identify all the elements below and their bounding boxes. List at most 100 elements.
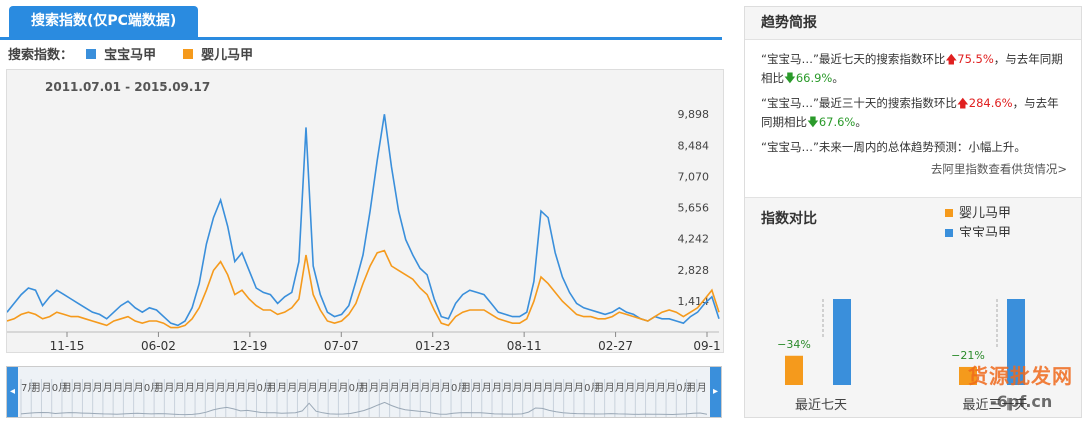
compare-bar-yinger <box>785 355 803 385</box>
chart-plot-area: 2011.07.01 - 2015.09.17 1,414 2,828 4,242 5… <box>6 69 724 353</box>
navigator-month-label: 月 <box>267 382 277 394</box>
compare-group-label: 最近七天 <box>795 398 847 413</box>
legend-swatch-blue <box>85 48 96 59</box>
brief-text: “宝宝马…”最近三十天的搜索指数环比 <box>761 96 957 110</box>
navigator-month-label: 月 <box>103 382 113 394</box>
brief-text: ，与去年同期相比 <box>761 96 1059 129</box>
navigator-month-label: 月 <box>369 382 379 394</box>
navigator-month-label: 月 <box>635 382 645 394</box>
x-tick-label: 09-1 <box>693 339 720 352</box>
brief-text: ，与去年同期相比 <box>761 52 1063 85</box>
navigator-month-label: 月 <box>297 382 307 394</box>
x-tick-label: 12-19 <box>232 339 267 352</box>
x-tick-label: 08-11 <box>507 339 542 352</box>
navigator-month-label: 月 <box>615 382 625 394</box>
x-tick-label: 06-02 <box>141 339 176 352</box>
navigator-month-label: 0月 <box>676 382 692 394</box>
navigator-month-label: 月 <box>687 382 697 394</box>
search-index-panel: 搜索指数(仅PC端数据) 搜索指数： 宝宝马甲 婴儿马甲 2011.07.01 … <box>0 6 724 418</box>
navigator-month-label: 0月 <box>256 382 272 394</box>
navigator-month-label: 月 <box>72 382 82 394</box>
brief-value-down: 67.6% <box>818 115 856 129</box>
navigator-mini-series <box>20 401 708 416</box>
series-line-yinger <box>6 249 720 329</box>
navigator-month-label: 月 <box>646 382 656 394</box>
series-line-baobao <box>6 114 720 327</box>
navigator-month-label: 月 <box>164 382 174 394</box>
navigator-month-label: 月 <box>216 382 226 394</box>
navigator-right-handle[interactable]: ▸ <box>710 367 721 417</box>
arrow-down-icon: 🡇 <box>784 71 796 85</box>
navigator-month-label: 月 <box>625 382 635 394</box>
x-tick-label: 11-15 <box>50 339 85 352</box>
navigator-month-label: 0月 <box>144 382 160 394</box>
navigator-month-label: 月 <box>553 382 563 394</box>
navigator-month-label: 月 <box>482 382 492 394</box>
legend-item-baobao[interactable]: 宝宝马甲 <box>104 48 157 63</box>
navigator-month-label: 月 <box>656 382 666 394</box>
x-tick-label: 07-07 <box>324 339 359 352</box>
compare-legend-item: 婴儿马甲 <box>945 204 1011 224</box>
watermark-text: 货源批发网 <box>968 364 1073 388</box>
compare-title: 指数对比 <box>761 211 817 227</box>
compare-bar-yinger <box>959 366 977 385</box>
navigator-month-label: 月 <box>205 382 215 394</box>
compare-header: 指数对比 婴儿马甲 宝宝马甲 <box>745 197 1081 241</box>
tab-search-index[interactable]: 搜索指数(仅PC端数据) <box>9 6 199 37</box>
navigator-month-label: 月 <box>410 382 420 394</box>
x-tick-label: 01-23 <box>415 339 450 352</box>
y-tick-label: 1,414 <box>678 295 710 308</box>
navigator-month-label: 月 <box>533 382 543 394</box>
navigator-month-label: 月 <box>697 382 707 394</box>
navigator-month-label: 月 <box>308 382 318 394</box>
navigator-month-label: 月 <box>246 382 256 394</box>
navigator-month-label: 月 <box>461 382 471 394</box>
navigator-month-label: 月 <box>287 382 297 394</box>
brief-text: 。 <box>832 71 844 85</box>
brief-item-30day: “宝宝马…”最近三十天的搜索指数环比🡅284.6%，与去年同期相比🡇67.6%。 <box>761 94 1069 132</box>
x-tick-label: 02-27 <box>598 339 633 352</box>
navigator-month-label: 月 <box>338 382 348 394</box>
navigator-month-label: 月 <box>390 382 400 394</box>
navigator-month-label: 月 <box>175 382 185 394</box>
navigator-month-label: 月 <box>277 382 287 394</box>
compare-pct-label: −34% <box>777 338 811 351</box>
navigator-month-label: 月 <box>236 382 246 394</box>
navigator-month-label: 月 <box>62 382 72 394</box>
y-tick-label: 9,898 <box>678 108 710 121</box>
navigator-month-label: 月 <box>523 382 533 394</box>
y-tick-label: 8,484 <box>678 139 710 152</box>
compare-chart-area: −34% 最近七天 −21% 最近三十天 <box>745 237 1081 417</box>
legend-swatch-orange <box>945 209 953 217</box>
time-navigator[interactable]: ◂ 7月月月 0月月月月月月月月月 0月月月月月月月月月月月 0月月月月月月月月月 0月… <box>6 366 722 418</box>
navigator-month-label: 月 <box>41 382 51 394</box>
y-tick-label: 5,656 <box>678 202 710 215</box>
brief-item-7day: “宝宝马…”最近七天的搜索指数环比🡅75.5%，与去年同期相比🡇66.9%。 <box>761 50 1069 88</box>
arrow-up-icon: 🡅 <box>945 52 958 66</box>
navigator-month-label: 0月 <box>52 382 68 394</box>
navigator-month-label: 月 <box>594 382 604 394</box>
navigator-month-label: 月 <box>31 382 41 394</box>
navigator-month-label: 月 <box>123 382 133 394</box>
navigator-month-label: 月 <box>113 382 123 394</box>
navigator-month-label: 月 <box>185 382 195 394</box>
navigator-left-handle[interactable]: ◂ <box>7 367 18 417</box>
compare-legend-label: 婴儿马甲 <box>959 206 1012 221</box>
ali-index-link[interactable]: 去阿里指数查看供货情况> <box>930 162 1067 176</box>
brief-text: 。 <box>855 115 867 129</box>
series-legend: 搜索指数： 宝宝马甲 婴儿马甲 <box>8 44 253 63</box>
legend-prefix: 搜索指数： <box>8 48 74 63</box>
navigator-month-label: 7月 <box>21 382 37 394</box>
legend-item-yinger[interactable]: 婴儿马甲 <box>201 48 254 63</box>
navigator-month-label: 月 <box>564 382 574 394</box>
navigator-month-label: 月 <box>93 382 103 394</box>
arrow-down-icon: 🡇 <box>807 115 819 129</box>
navigator-month-label: 0月 <box>451 382 467 394</box>
date-range-label: 2011.07.01 - 2015.09.17 <box>45 80 211 94</box>
trend-brief-title: 趋势简报 <box>745 7 1081 40</box>
compare-bar-baobao <box>1007 299 1025 385</box>
legend-swatch-blue <box>945 229 953 237</box>
navigator-month-label: 月 <box>492 382 502 394</box>
navigator-month-label: 0月 <box>349 382 365 394</box>
brief-forecast: “宝宝马…”未来一周内的总体趋势预测：小幅上升。 <box>761 140 1026 154</box>
